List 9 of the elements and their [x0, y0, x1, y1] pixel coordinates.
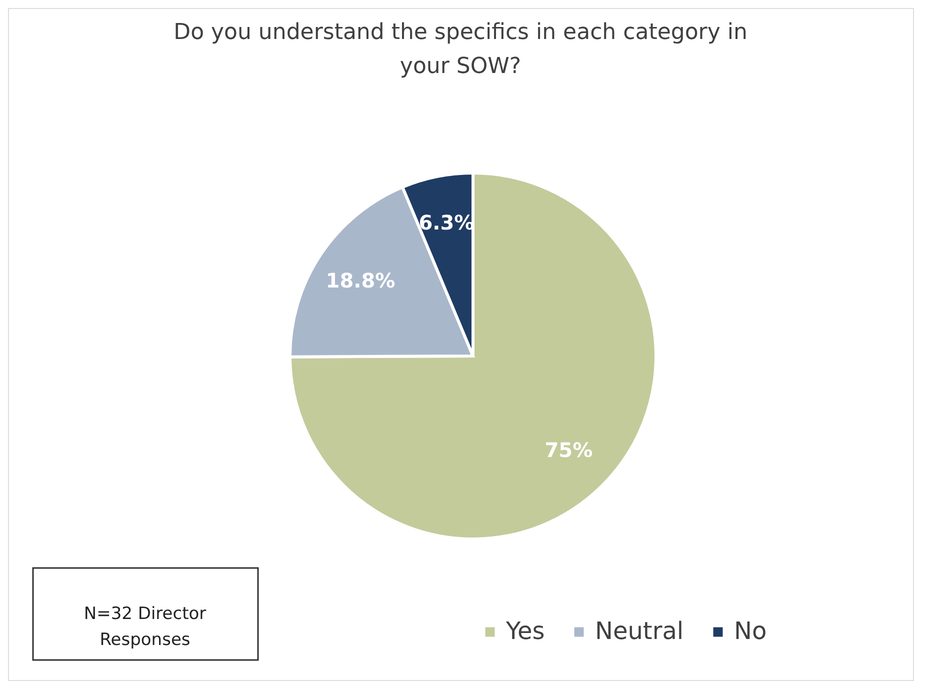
data-label: 18.8% — [326, 268, 396, 292]
text: N=32 Director Responses — [84, 604, 206, 650]
legend-label: No — [734, 617, 767, 645]
data-label: 6.3% — [418, 210, 474, 235]
data-label: 75% — [544, 438, 593, 462]
pie-slice — [288, 172, 658, 540]
chart-title: Do you understand the specifics in each category in your SOW? — [174, 20, 748, 79]
legend-label: Neutral — [595, 617, 684, 645]
legend-label: Yes — [505, 617, 545, 645]
